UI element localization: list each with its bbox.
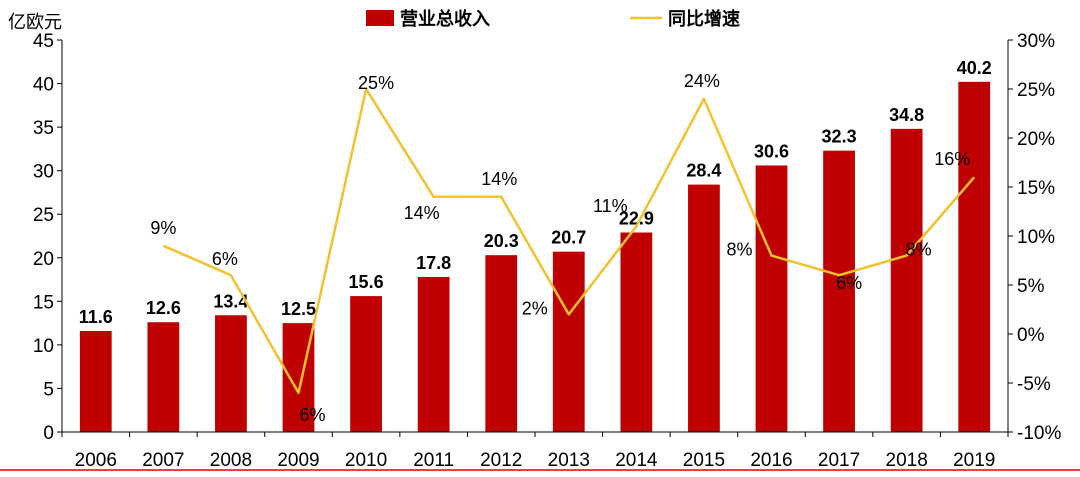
- growth-data-label: 14%: [404, 203, 440, 223]
- growth-rate-line: [162, 87, 976, 395]
- right-axis-tick-label: 25%: [1017, 80, 1055, 101]
- x-axis-tick-label: 2007: [142, 450, 184, 471]
- left-axis-tick-label: 40: [33, 75, 54, 96]
- plot-area: 0 5 10 15 20 25 30 35 40 45 -10% -5% 0% 5% 10% 15% 20% 25…: [0, 31, 1080, 471]
- growth-data-label: 16%: [934, 149, 970, 169]
- bar-data-label: 17.8: [416, 253, 451, 273]
- bar: [823, 150, 855, 432]
- bar: [350, 296, 382, 432]
- right-axis-tick-label: 5%: [1017, 276, 1045, 297]
- bar-data-label: 20.7: [551, 228, 586, 248]
- bar-data-label: 32.3: [822, 127, 857, 147]
- growth-data-label: 25%: [358, 73, 394, 93]
- x-axis-tick-label: 2010: [345, 450, 387, 471]
- right-axis-tick-label: 30%: [1017, 31, 1055, 52]
- bar: [552, 251, 585, 432]
- x-axis-tick-label: 2016: [750, 450, 792, 471]
- right-axis-tick-label: -10%: [1017, 423, 1061, 444]
- bar-data-label: 22.9: [619, 209, 654, 229]
- x-axis-tick-label: 2013: [548, 450, 590, 471]
- bar: [755, 165, 788, 432]
- left-axis-tick-label: 35: [33, 118, 54, 139]
- x-axis-tick-label: 2019: [953, 450, 995, 471]
- growth-data-label: 14%: [481, 169, 517, 189]
- bar-data-label: 28.4: [686, 161, 721, 181]
- bar-data-label: 12.6: [146, 298, 181, 318]
- x-axis-tick-label: 2008: [210, 450, 252, 471]
- bar-data-label: 13.4: [213, 291, 248, 311]
- left-axis-tick-label: 20: [33, 249, 54, 270]
- legend-bar-label: 营业总收入: [400, 8, 490, 30]
- x-axis-tick-label: 2012: [480, 450, 522, 471]
- bar: [485, 255, 518, 432]
- bar-data-label: 15.6: [349, 272, 384, 292]
- left-axis-tick-label: 45: [33, 31, 54, 52]
- growth-data-label: 6%: [299, 405, 325, 425]
- x-axis-tick-label: 2011: [413, 450, 454, 471]
- bar-data-label: 30.6: [754, 141, 789, 161]
- bar-data-label: 34.8: [889, 105, 924, 125]
- x-axis-tick-label: 2006: [75, 450, 117, 471]
- right-axis-tick-label: -5%: [1017, 374, 1051, 395]
- x-axis-tick-label: 2017: [818, 450, 860, 471]
- growth-data-label: 2%: [522, 298, 548, 318]
- growth-data-label: 6%: [836, 273, 862, 293]
- right-axis-tick-label: 10%: [1017, 227, 1055, 248]
- left-axis-tick-label: 0: [43, 423, 54, 444]
- right-axis-tick-label: 15%: [1017, 178, 1055, 199]
- growth-data-label: 11%: [593, 196, 628, 216]
- left-axis-tick-label: 5: [43, 379, 54, 400]
- bar-data-label: 20.3: [484, 231, 519, 251]
- growth-data-label: 24%: [684, 71, 720, 91]
- bar: [417, 276, 450, 432]
- bar: [79, 330, 112, 432]
- left-axis-tick-label: 15: [33, 292, 54, 313]
- bar-data-label: 12.5: [281, 299, 316, 319]
- left-axis-tick-label: 10: [33, 336, 54, 357]
- growth-data-label: 9%: [150, 218, 176, 238]
- bar: [620, 232, 653, 432]
- bar: [147, 322, 180, 432]
- bar: [688, 184, 720, 432]
- left-axis-tick-label: 25: [33, 205, 54, 226]
- bar-data-label: 40.2: [957, 58, 992, 78]
- x-axis-tick-label: 2009: [277, 450, 319, 471]
- x-axis-tick-label: 2015: [683, 450, 725, 471]
- x-axis-tick-label: 2018: [886, 450, 928, 471]
- right-axis-tick-label: 20%: [1017, 129, 1055, 150]
- legend-line-label: 同比增速: [668, 8, 740, 30]
- growth-data-label: 8%: [906, 240, 932, 260]
- bar-data-label: 11.6: [79, 307, 113, 327]
- right-axis-tick-label: 0%: [1017, 325, 1045, 346]
- left-axis-unit-label: 亿欧元: [8, 12, 62, 33]
- bar: [890, 128, 923, 432]
- growth-data-label: 8%: [726, 240, 752, 260]
- left-axis-tick-label: 30: [33, 162, 54, 183]
- x-axis-tick-label: 2014: [615, 450, 658, 471]
- bar: [958, 81, 991, 433]
- legend-bar-swatch: [366, 10, 394, 26]
- growth-data-label: 6%: [212, 249, 238, 269]
- bar: [215, 315, 247, 432]
- legend: 营业总收入 同比增速: [366, 8, 740, 30]
